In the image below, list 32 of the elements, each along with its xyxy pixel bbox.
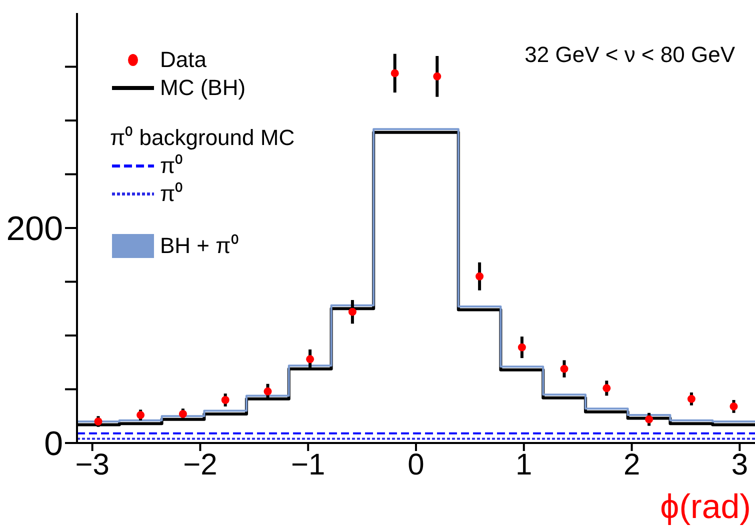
point [433,72,442,80]
point [602,384,611,392]
point [178,410,187,418]
x-tick-label: −2 [183,448,218,482]
point [264,387,272,396]
point [518,343,526,352]
x-tick-label: 1 [516,448,532,482]
legend-label: MC (BH) [160,74,246,102]
x-tick-label: 3 [731,448,748,482]
x-axis-title: ϕ(rad) [660,488,751,527]
point [136,411,145,420]
x-tick-label: −1 [291,448,326,482]
point [645,415,654,424]
annotation: 32 GeV < ν < 80 GeV [524,42,735,68]
x-tick-label: −3 [75,448,110,482]
point [730,402,738,410]
point [687,394,696,403]
point [94,418,102,426]
x-tick-label: 2 [623,448,640,482]
legend-label: Data [160,46,206,74]
point [390,69,399,78]
point [221,396,230,404]
legend-label: π⁰ [160,180,184,208]
point [476,272,484,280]
point [348,308,356,316]
legend-title: π⁰ background MC [110,124,295,152]
x-tick-label: 0 [408,448,424,482]
point [560,364,568,373]
point [306,355,314,364]
y-tick-label: 200 [6,210,63,248]
legend-label: BH + π⁰ [160,232,239,260]
legend-label: π⁰ [160,152,184,180]
